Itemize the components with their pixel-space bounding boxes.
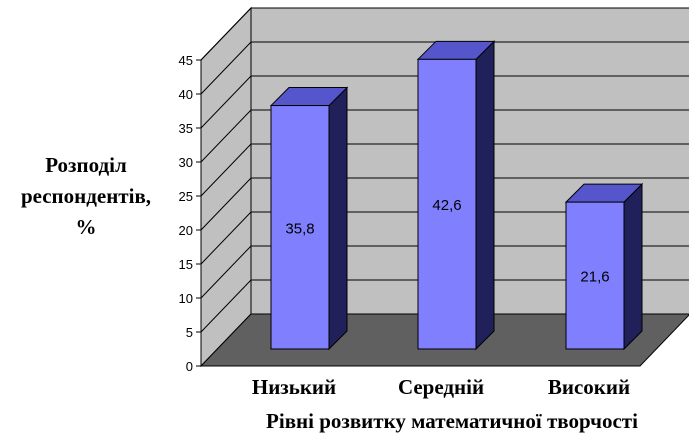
y-tick-label: 35 <box>179 121 193 136</box>
y-tick-label: 5 <box>186 325 193 340</box>
gridline <box>200 143 689 197</box>
gridline <box>200 7 689 61</box>
y-axis-label: Розподіл респондентів, % <box>2 150 170 243</box>
y-axis-label-line-3: % <box>75 215 97 239</box>
y-tick-label: 30 <box>179 155 193 170</box>
gridline <box>200 279 689 333</box>
gridline <box>200 245 689 299</box>
bar-side <box>623 182 643 351</box>
category-label: Низький <box>252 375 336 399</box>
bar-side <box>328 86 348 351</box>
y-tick-label: 15 <box>179 257 193 272</box>
bar-side <box>475 40 495 351</box>
gridline <box>200 41 689 95</box>
gridline <box>200 211 689 265</box>
y-tick-label: 0 <box>186 359 193 374</box>
bar <box>270 105 330 350</box>
y-tick-label: 20 <box>179 223 193 238</box>
bar-data-label: 42,6 <box>432 197 461 214</box>
y-tick-label: 10 <box>179 291 193 306</box>
category-labels: Низький Середній Високий <box>252 375 630 399</box>
category-label: Високий <box>548 375 630 399</box>
y-tick-label: 40 <box>179 87 193 102</box>
y-tick-label: 45 <box>179 53 193 68</box>
category-label: Середній <box>398 375 484 399</box>
x-axis-title: Рівні розвитку математичної творчості <box>266 409 638 433</box>
bar <box>565 201 625 350</box>
y-axis: 0 5 10 15 20 25 30 35 40 45 <box>179 53 640 374</box>
bar <box>417 58 477 350</box>
bars: 35,8 42,6 21,6 <box>269 40 644 351</box>
y-axis-label-line-1: Розподіл <box>45 153 127 177</box>
gridline <box>200 75 689 129</box>
bar-data-label: 35,8 <box>285 220 314 237</box>
bar-data-label: 21,6 <box>580 269 609 286</box>
gridline <box>200 109 689 163</box>
gridlines <box>200 7 689 333</box>
y-tick-label: 25 <box>179 189 193 204</box>
side-wall <box>200 6 252 368</box>
y-axis-label-line-2: респондентів, <box>20 184 152 208</box>
gridline <box>200 177 689 231</box>
